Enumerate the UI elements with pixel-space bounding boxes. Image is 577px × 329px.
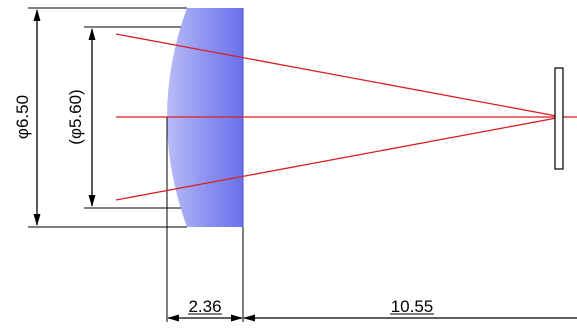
outer-diameter-arrow-bottom: [33, 214, 41, 226]
thickness-arrow-left: [167, 314, 179, 322]
outer-diameter-arrow-top: [33, 9, 41, 21]
ray-top: [115, 33, 563, 118]
aperture-arrow-bottom: [88, 195, 96, 207]
aperture-arrow-top: [88, 28, 96, 40]
outer-diameter-label: φ6.50: [13, 95, 32, 139]
aperture-label: (φ5.60): [66, 89, 85, 144]
focal-distance-label: 10.55: [391, 297, 434, 316]
detector-plate: [554, 67, 564, 170]
thickness-arrow-right: [231, 314, 243, 322]
ray-bottom: [115, 116, 563, 201]
focal-distance-arrow-left: [243, 314, 255, 322]
thickness-label: 2.36: [188, 297, 221, 316]
